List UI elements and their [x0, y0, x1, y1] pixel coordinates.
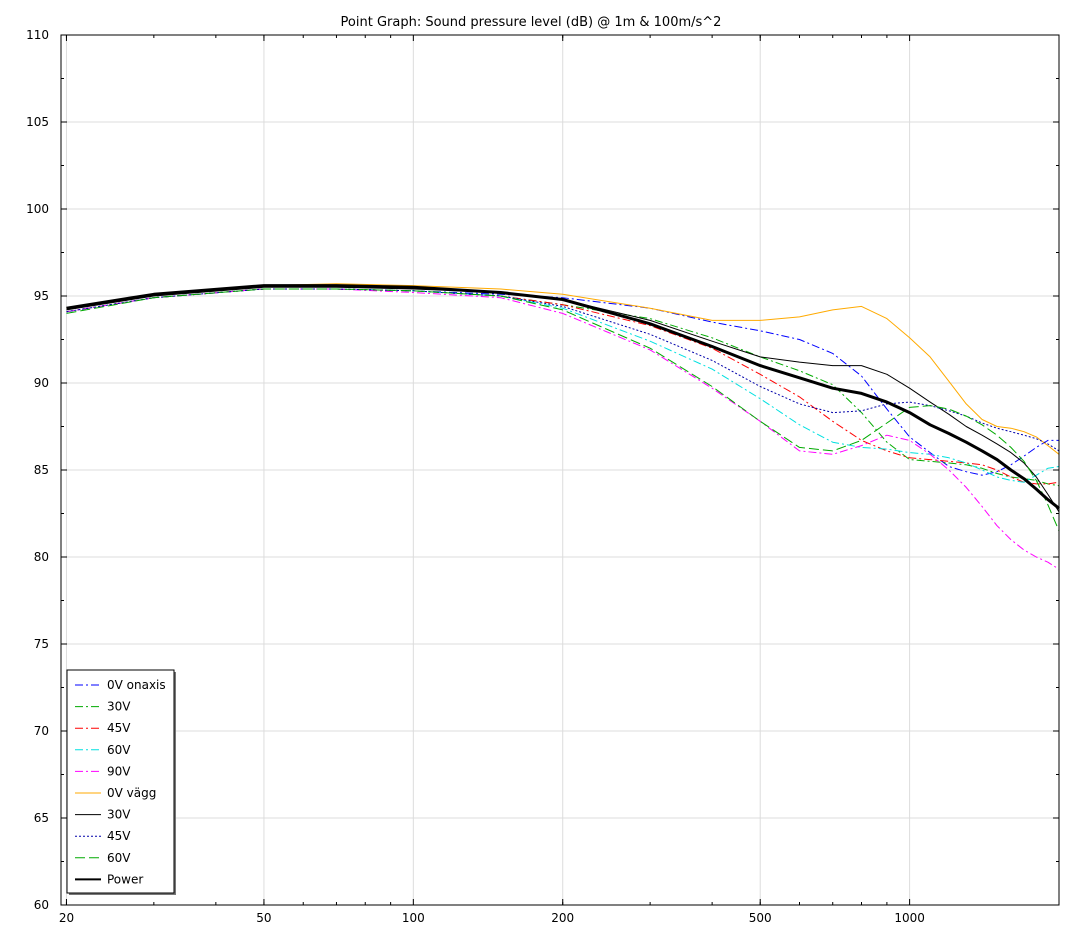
y-tick-label: 60	[34, 898, 49, 912]
x-tick-label: 500	[749, 911, 772, 925]
series-group	[66, 283, 1060, 570]
series-line	[66, 284, 1060, 510]
series-line	[66, 286, 1060, 513]
grid	[61, 34, 1059, 906]
y-tick-label: 110	[26, 28, 49, 42]
y-tick-label: 90	[34, 376, 49, 390]
y-tick-label: 105	[26, 115, 49, 129]
x-tick-label: 20	[59, 911, 74, 925]
x-tick-label: 1000	[894, 911, 925, 925]
legend-label: 30V	[107, 808, 131, 822]
legend-label: 60V	[107, 743, 131, 757]
chart-title: Point Graph: Sound pressure level (dB) @…	[341, 15, 722, 30]
legend-label: 45V	[107, 829, 131, 843]
axes: 20 50 100 200 500 1000 60 65 70 75 80 85 90 95 100 105 1…	[26, 28, 1060, 925]
y-tick-label: 65	[34, 811, 49, 825]
series-line	[66, 288, 1060, 532]
y-tick-label: 85	[34, 463, 49, 477]
legend-label: 0V vägg	[107, 786, 156, 800]
y-tick-label: 75	[34, 637, 49, 651]
legend: 0V onaxis 30V 45V 60V 90V 0V vägg 30V 45V 60V Pow…	[66, 669, 176, 895]
series-line	[66, 288, 1060, 452]
legend-label: 0V onaxis	[107, 678, 166, 692]
y-tick-label: 70	[34, 724, 49, 738]
legend-label: Power	[107, 872, 143, 886]
x-tick-label: 50	[256, 911, 271, 925]
legend-label: 45V	[107, 721, 131, 735]
y-tick-label: 95	[34, 289, 49, 303]
legend-label: 90V	[107, 764, 131, 778]
y-tick-label: 100	[26, 202, 49, 216]
legend-label: 30V	[107, 700, 131, 714]
legend-box	[66, 669, 175, 894]
legend-label: 60V	[107, 851, 131, 865]
series-line	[66, 283, 1060, 455]
x-tick-label: 200	[551, 911, 574, 925]
x-tick-label: 100	[402, 911, 425, 925]
y-tick-label: 80	[34, 550, 49, 564]
series-line	[66, 288, 1060, 570]
